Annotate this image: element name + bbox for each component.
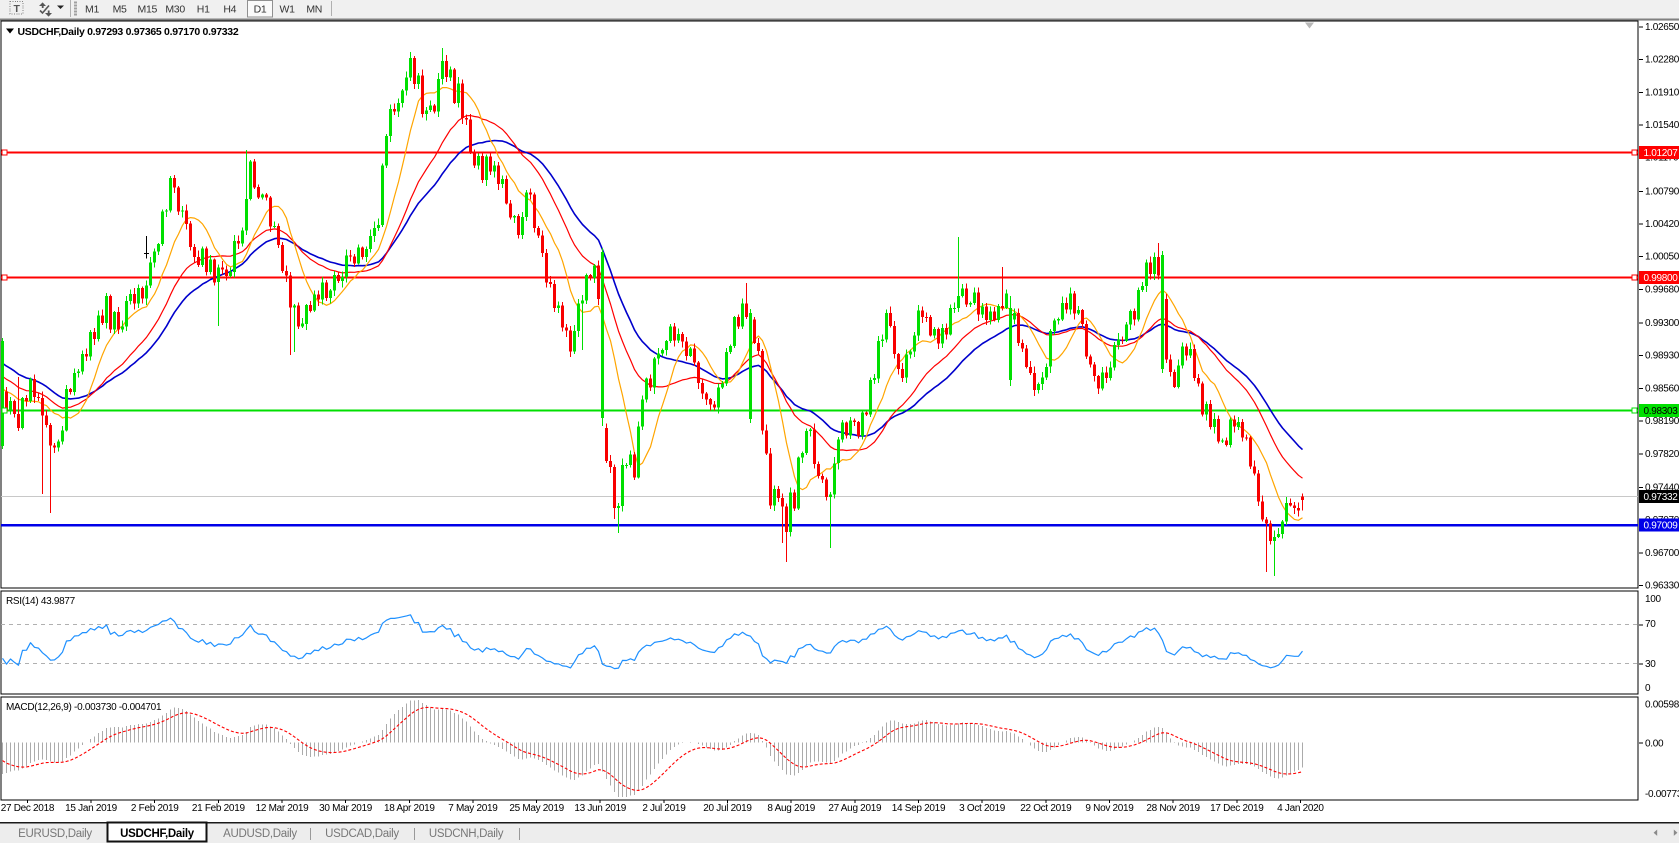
svg-text:1.01540: 1.01540	[1645, 120, 1679, 131]
svg-text:USDCHF,Daily 0.97293 0.97365: USDCHF,Daily 0.97293 0.97365 0.97170 0.9…	[18, 26, 239, 38]
svg-text:0.00: 0.00	[1645, 739, 1664, 750]
svg-text:M5: M5	[113, 4, 127, 16]
svg-text:27 Dec 2018: 27 Dec 2018	[1, 803, 55, 814]
svg-text:8 Aug 2019: 8 Aug 2019	[767, 803, 815, 814]
svg-text:0.98930: 0.98930	[1645, 351, 1679, 362]
svg-text:30 Mar 2019: 30 Mar 2019	[319, 803, 373, 814]
svg-text:MN: MN	[306, 4, 322, 16]
svg-text:2 Feb 2019: 2 Feb 2019	[131, 803, 179, 814]
svg-text:0.98190: 0.98190	[1645, 416, 1679, 427]
svg-text:1.00050: 1.00050	[1645, 252, 1679, 263]
svg-text:0.99800: 0.99800	[1644, 273, 1679, 284]
svg-text:12 Mar 2019: 12 Mar 2019	[256, 803, 310, 814]
svg-text:M15: M15	[138, 4, 158, 16]
svg-text:17 Dec 2019: 17 Dec 2019	[1210, 803, 1264, 814]
svg-text:H4: H4	[223, 4, 236, 16]
svg-text:H1: H1	[197, 4, 210, 16]
svg-text:USDCHF,Daily: USDCHF,Daily	[120, 828, 195, 840]
svg-text:0.96330: 0.96330	[1645, 581, 1679, 592]
svg-text:D1: D1	[254, 4, 267, 16]
svg-text:0.97820: 0.97820	[1645, 449, 1679, 460]
svg-text:14 Sep 2019: 14 Sep 2019	[892, 803, 946, 814]
svg-text:0.96700: 0.96700	[1645, 548, 1679, 559]
svg-text:22 Oct 2019: 22 Oct 2019	[1020, 803, 1072, 814]
svg-text:27 Aug 2019: 27 Aug 2019	[828, 803, 882, 814]
svg-text:7 May 2019: 7 May 2019	[448, 803, 498, 814]
svg-text:USDCAD,Daily: USDCAD,Daily	[325, 828, 399, 840]
svg-text:13 Jun 2019: 13 Jun 2019	[574, 803, 626, 814]
svg-text:M30: M30	[165, 4, 185, 16]
svg-text:9 Nov 2019: 9 Nov 2019	[1085, 803, 1134, 814]
svg-text:EURUSD,Daily: EURUSD,Daily	[18, 828, 92, 840]
svg-text:25 May 2019: 25 May 2019	[509, 803, 564, 814]
svg-text:T: T	[13, 3, 20, 15]
svg-text:18 Apr 2019: 18 Apr 2019	[384, 803, 435, 814]
svg-text:1.02650: 1.02650	[1645, 22, 1679, 33]
svg-text:1.01910: 1.01910	[1645, 87, 1679, 98]
svg-text:USDCNH,Daily: USDCNH,Daily	[429, 828, 504, 840]
svg-text:0.97440: 0.97440	[1645, 482, 1679, 493]
svg-text:W1: W1	[280, 4, 296, 16]
svg-text:2 Jul 2019: 2 Jul 2019	[642, 803, 686, 814]
svg-text:0.99300: 0.99300	[1645, 318, 1679, 329]
svg-text:1.00420: 1.00420	[1645, 219, 1679, 230]
svg-text:0.005986: 0.005986	[1645, 700, 1679, 711]
svg-text:4 Jan 2020: 4 Jan 2020	[1277, 803, 1324, 814]
svg-text:0.97009: 0.97009	[1644, 521, 1679, 532]
svg-text:3 Oct 2019: 3 Oct 2019	[959, 803, 1006, 814]
svg-text:20 Jul 2019: 20 Jul 2019	[703, 803, 752, 814]
svg-text:0.99680: 0.99680	[1645, 284, 1679, 295]
svg-text:AUDUSD,Daily: AUDUSD,Daily	[223, 828, 297, 840]
svg-text:1.01207: 1.01207	[1644, 148, 1679, 159]
svg-text:30: 30	[1645, 659, 1656, 670]
svg-text:M1: M1	[85, 4, 99, 16]
svg-text:-0.00773: -0.00773	[1645, 789, 1679, 800]
svg-text:1.02280: 1.02280	[1645, 55, 1679, 66]
svg-text:0.98560: 0.98560	[1645, 383, 1679, 394]
svg-text:0: 0	[1645, 683, 1651, 694]
svg-text:21 Feb 2019: 21 Feb 2019	[192, 803, 246, 814]
svg-text:RSI(14) 43.9877: RSI(14) 43.9877	[6, 596, 76, 607]
svg-text:15 Jan 2019: 15 Jan 2019	[65, 803, 117, 814]
svg-text:0.97332: 0.97332	[1644, 492, 1679, 503]
svg-text:28 Nov 2019: 28 Nov 2019	[1146, 803, 1200, 814]
svg-text:0.98303: 0.98303	[1644, 406, 1679, 417]
svg-text:100: 100	[1645, 594, 1662, 605]
svg-text:1.00790: 1.00790	[1645, 186, 1679, 197]
svg-text:MACD(12,26,9) -0.003730 -0.004: MACD(12,26,9) -0.003730 -0.004701	[6, 702, 162, 713]
svg-text:70: 70	[1645, 619, 1656, 630]
